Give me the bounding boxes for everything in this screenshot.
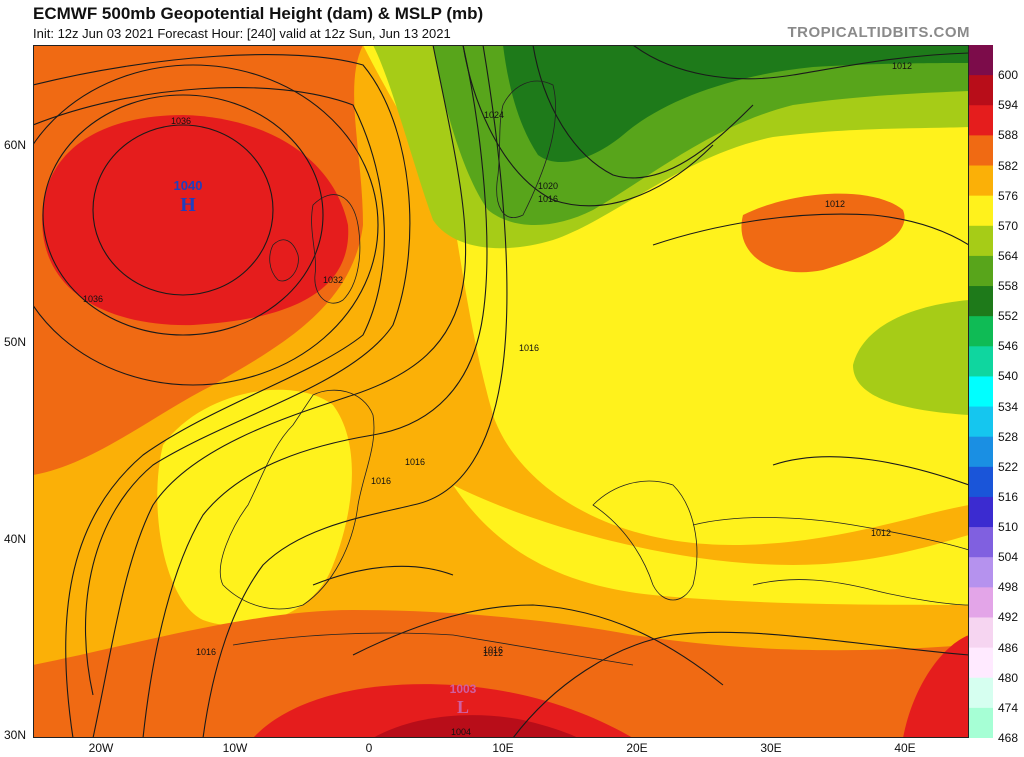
colorbar-swatch (969, 707, 993, 738)
colorbar-label: 474 (998, 700, 1019, 715)
isobar-label: 1024 (484, 110, 504, 120)
isobar-label: 1036 (171, 116, 191, 126)
band-570-iberia (157, 389, 352, 626)
colorbar-swatch (969, 557, 993, 588)
isobar-label: 1016 (196, 647, 216, 657)
band-582-south (33, 610, 969, 738)
lat-label: 30N (4, 728, 27, 742)
colorbar-swatch (969, 255, 993, 287)
isobar-label: 1012 (892, 61, 912, 71)
colorbar-label: 486 (998, 640, 1019, 655)
isobar-label: 1012 (825, 199, 845, 209)
colorbar-swatch (969, 195, 993, 227)
colorbar-swatch (969, 617, 993, 649)
lon-label: 20W (88, 741, 114, 755)
band-582-east (741, 193, 905, 273)
colorbar-label: 546 (998, 339, 1019, 354)
band-594 (373, 715, 578, 738)
forecast-info: Init: 12z Jun 03 2021 Forecast Hour: [24… (33, 26, 451, 41)
colorbar-label: 540 (998, 369, 1019, 384)
colorbar-swatch (969, 316, 993, 347)
colorbar-swatch (969, 286, 993, 317)
lon-label: 10E (492, 741, 514, 755)
colorbar-label: 588 (998, 128, 1019, 143)
lon-label: 40E (894, 741, 916, 755)
isobar-labels: 1036 1036 1032 1024 1020 1016 1016 1016 … (83, 61, 912, 737)
colorbar-swatch (969, 436, 993, 468)
high-pressure-value: 1040 (174, 178, 203, 193)
band-564-east (853, 300, 969, 415)
isobars (33, 45, 969, 738)
colorbar-swatch (969, 466, 993, 498)
colorbar-swatch (969, 165, 993, 197)
lon-label: 0 (365, 741, 373, 755)
colorbar-label: 522 (998, 459, 1019, 474)
isobar-label: 1036 (83, 294, 103, 304)
colorbar-label: 498 (998, 580, 1019, 595)
colorbar-swatch (969, 496, 993, 528)
colorbar-swatch (969, 677, 993, 709)
isobar-label: 1016 (483, 645, 503, 655)
band-588-se (903, 635, 969, 738)
colorbar-label: 516 (998, 489, 1019, 504)
colorbar-label: 552 (998, 309, 1019, 324)
colorbar-label: 480 (998, 670, 1019, 685)
colorbar-swatch (969, 45, 993, 76)
colorbar-swatch (969, 406, 993, 438)
high-pressure-icon: H (180, 194, 196, 216)
colorbar-label: 576 (998, 188, 1019, 203)
colorbar-swatch (969, 346, 993, 377)
isobar-label: 1012 (483, 648, 503, 658)
coastlines (219, 80, 969, 666)
colorbar-label: 468 (998, 731, 1019, 745)
band-570-south (453, 485, 969, 605)
colorbar-label: 594 (998, 98, 1019, 113)
height-colorbar (969, 45, 993, 738)
isobar-label: 1016 (538, 194, 558, 204)
forecast-map: 1040 H 1003 L 1036 1036 1032 1024 1020 1… (33, 45, 969, 738)
colorbar-label: 534 (998, 399, 1019, 414)
colorbar-label: 570 (998, 218, 1019, 233)
brand-watermark[interactable]: TROPICALTIDBITS.COM (787, 24, 970, 41)
colorbar-swatch (969, 587, 993, 618)
colorbar-label: 504 (998, 550, 1019, 565)
colorbar-label: 510 (998, 520, 1019, 535)
colorbar-swatch (969, 376, 993, 408)
isobar-label: 1016 (371, 476, 391, 486)
isobar-label: 1004 (451, 727, 471, 737)
colorbar-label: 564 (998, 248, 1019, 263)
band-588-high (42, 115, 349, 326)
isobar-label: 1020 (538, 181, 558, 191)
colorbar-swatch (969, 105, 993, 136)
colorbar-label: 582 (998, 158, 1019, 173)
colorbar-label: 558 (998, 279, 1019, 294)
colorbar-label: 528 (998, 429, 1019, 444)
isobar-label: 1012 (871, 528, 891, 538)
lon-label: 30E (760, 741, 782, 755)
low-pressure-value: 1003 (450, 682, 477, 696)
lon-label: 20E (626, 741, 648, 755)
isobar-label: 1016 (405, 457, 425, 467)
band-552 (503, 45, 969, 163)
colorbar-swatch (969, 225, 993, 257)
colorbar-label: 492 (998, 610, 1019, 625)
lon-label: 10W (222, 741, 248, 755)
colorbar-label: 600 (998, 68, 1019, 83)
colorbar-swatch (969, 135, 993, 167)
colorbar-swatch (969, 647, 993, 679)
lat-label: 40N (4, 532, 27, 546)
lat-label: 50N (4, 335, 27, 349)
colorbar-swatch (969, 75, 993, 106)
isobar-label: 1016 (519, 343, 539, 353)
low-pressure-icon: L (457, 697, 469, 717)
isobar-label: 1032 (323, 275, 343, 285)
colorbar-swatch (969, 527, 993, 558)
lat-label: 60N (4, 138, 27, 152)
map-title: ECMWF 500mb Geopotential Height (dam) & … (33, 4, 484, 23)
